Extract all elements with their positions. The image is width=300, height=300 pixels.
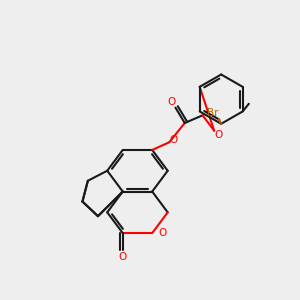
Text: O: O [158, 228, 167, 238]
Text: O: O [169, 135, 177, 145]
Text: Br: Br [207, 108, 218, 118]
Text: O: O [167, 97, 176, 107]
Text: O: O [214, 130, 222, 140]
Text: O: O [118, 252, 127, 262]
